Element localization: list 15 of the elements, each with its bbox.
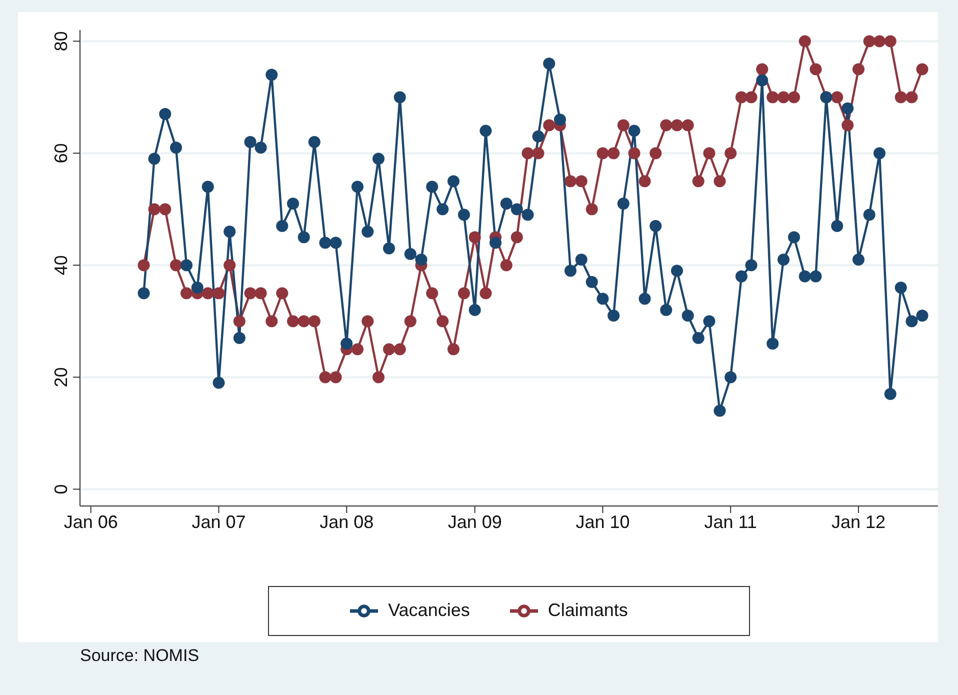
- x-tick-label: Jan 09: [448, 512, 502, 532]
- x-tick-label: Jan 06: [64, 512, 118, 532]
- y-tick-label: 80: [51, 31, 71, 52]
- y-tick-label: 20: [51, 367, 71, 388]
- x-tick-label: Jan 11: [704, 512, 757, 532]
- x-tick-label: Jan 10: [576, 512, 630, 532]
- legend-label: Claimants: [548, 600, 628, 620]
- y-tick-label: 60: [51, 143, 71, 164]
- y-tick-label: 40: [51, 255, 71, 276]
- x-tick-label: Jan 07: [192, 512, 246, 532]
- x-tick-label: Jan 12: [831, 512, 886, 532]
- y-tick-label: 0: [51, 484, 71, 494]
- x-tick-label: Jan 08: [320, 512, 374, 532]
- legend-label: Vacancies: [388, 600, 470, 620]
- source-note: Source: NOMIS: [80, 646, 200, 666]
